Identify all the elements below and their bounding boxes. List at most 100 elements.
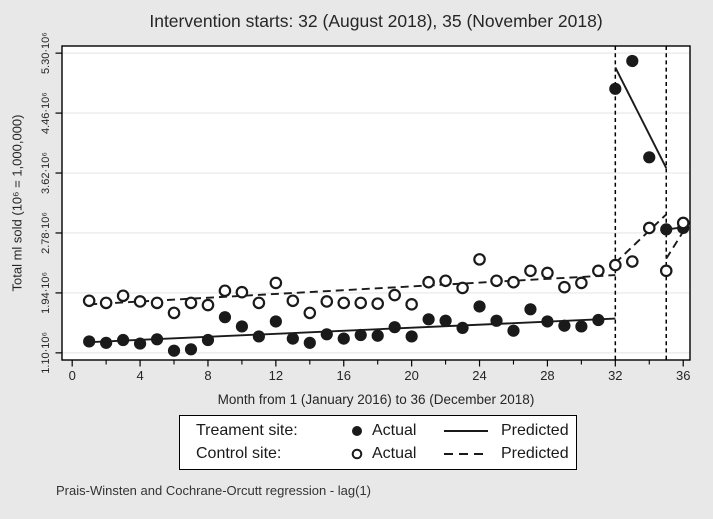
treatment-actual-point [575, 320, 588, 333]
control-actual-point [303, 306, 317, 320]
control-actual-point [354, 296, 368, 310]
control-actual-point [184, 296, 198, 310]
y-tick-label: 4.46·10⁶ [40, 92, 52, 134]
open-circle-icon [346, 447, 368, 461]
x-tick-label: 24 [472, 368, 486, 383]
treatment-actual-point [235, 320, 249, 333]
treatment-actual-point [541, 315, 554, 328]
control-actual-point [218, 284, 232, 298]
footnote: Prais-Winsten and Cochrane-Orcutt regres… [56, 483, 372, 498]
solid-line-sample-icon [444, 429, 488, 433]
plot-background [62, 46, 690, 360]
control-actual-point [422, 275, 435, 289]
treatment-actual-point [473, 300, 486, 313]
legend-label-treatment: Treament site: [196, 422, 298, 439]
control-predicted-line [89, 274, 616, 306]
control-actual-point [388, 288, 401, 302]
control-actual-point [337, 296, 351, 310]
y-tick-label: 3.62·10⁶ [40, 152, 52, 194]
control-actual-point [150, 296, 164, 310]
treatment-actual-point [133, 337, 147, 350]
control-actual-point [167, 306, 181, 320]
control-actual-point [405, 298, 418, 311]
control-actual-point [201, 298, 215, 312]
control-actual-point [524, 264, 537, 278]
x-tick-label: 20 [404, 368, 418, 383]
legend-predicted-label-control: Predicted [501, 445, 569, 462]
treatment-actual-point [184, 343, 198, 356]
treatment-actual-point [218, 311, 232, 324]
control-actual-point [558, 280, 571, 294]
control-actual-point [609, 258, 622, 272]
control-actual-point [371, 297, 384, 310]
treatment-actual-point [456, 321, 469, 334]
treatment-actual-point [286, 332, 299, 345]
treatment-actual-point [558, 319, 571, 332]
treatment-actual-point [660, 223, 673, 236]
control-actual-point [235, 285, 249, 299]
treatment-actual-point [405, 330, 418, 343]
treatment-actual-point [592, 313, 605, 327]
control-actual-point [676, 216, 690, 230]
x-tick-label: 28 [540, 368, 554, 383]
control-actual-point [99, 296, 113, 310]
control-predicted-line [614, 213, 667, 264]
treatment-actual-point [320, 328, 333, 341]
y-tick-label: 1.10·10⁶ [40, 332, 52, 374]
treatment-actual-point [626, 54, 639, 68]
control-actual-point [642, 221, 656, 235]
y-tick-label: 1.94·10⁶ [40, 272, 52, 314]
control-actual-point [286, 294, 300, 308]
x-tick-label: 8 [204, 368, 211, 383]
y-tick-label: 5.30·10⁶ [40, 32, 52, 74]
x-tick-label: 0 [69, 368, 76, 383]
treatment-actual-point [269, 315, 282, 328]
control-actual-point [82, 294, 96, 308]
control-actual-point [116, 289, 130, 303]
treatment-actual-point [201, 333, 215, 347]
control-actual-point [592, 264, 605, 278]
legend-actual-label-treatment: Actual [372, 422, 417, 439]
control-actual-point [456, 281, 469, 295]
x-tick-label: 12 [269, 368, 283, 383]
treatment-actual-point [354, 328, 367, 342]
control-actual-point [473, 253, 486, 266]
treatment-actual-point [371, 329, 384, 342]
treatment-actual-point [303, 336, 316, 349]
dashed-line-sample-icon [444, 452, 488, 456]
control-actual-point [490, 274, 503, 288]
control-actual-point [320, 295, 334, 308]
treatment-predicted-line [89, 317, 616, 344]
control-actual-point [439, 274, 452, 288]
treatment-actual-point [150, 333, 164, 346]
x-axis-title: Month from 1 (January 2016) to 36 (Decem… [217, 392, 535, 407]
legend-actual-label-control: Actual [372, 445, 417, 462]
legend-row-treatment: Treament site: Actual Predicted [196, 422, 576, 440]
legend: Treament site: Actual Predicted Control … [179, 415, 577, 470]
treatment-actual-point [83, 335, 96, 348]
control-predicted-line [665, 231, 685, 260]
control-actual-point [252, 296, 266, 310]
treatment-actual-point [117, 333, 130, 347]
control-actual-point [133, 295, 147, 308]
treatment-actual-point [507, 324, 520, 337]
plot-border [61, 45, 691, 361]
legend-predicted-label-treatment: Predicted [501, 422, 569, 439]
treatment-actual-point [337, 332, 350, 345]
treatment-actual-point [252, 330, 265, 343]
treatment-actual-point [439, 314, 452, 327]
treatment-actual-point [490, 314, 503, 327]
control-actual-point [625, 255, 639, 268]
legend-row-control: Control site: Actual Predicted [196, 445, 576, 463]
y-tick-label: 2.78·10⁶ [40, 212, 52, 254]
control-actual-point [507, 275, 520, 289]
treatment-actual-point [643, 151, 656, 164]
treatment-actual-point [524, 303, 537, 316]
chart-title: Intervention starts: 32 (August 2018), 3… [149, 11, 603, 31]
legend-label-control: Control site: [196, 445, 282, 462]
filled-circle-icon [346, 424, 368, 438]
treatment-predicted-line [614, 66, 668, 169]
treatment-actual-point [609, 82, 622, 95]
